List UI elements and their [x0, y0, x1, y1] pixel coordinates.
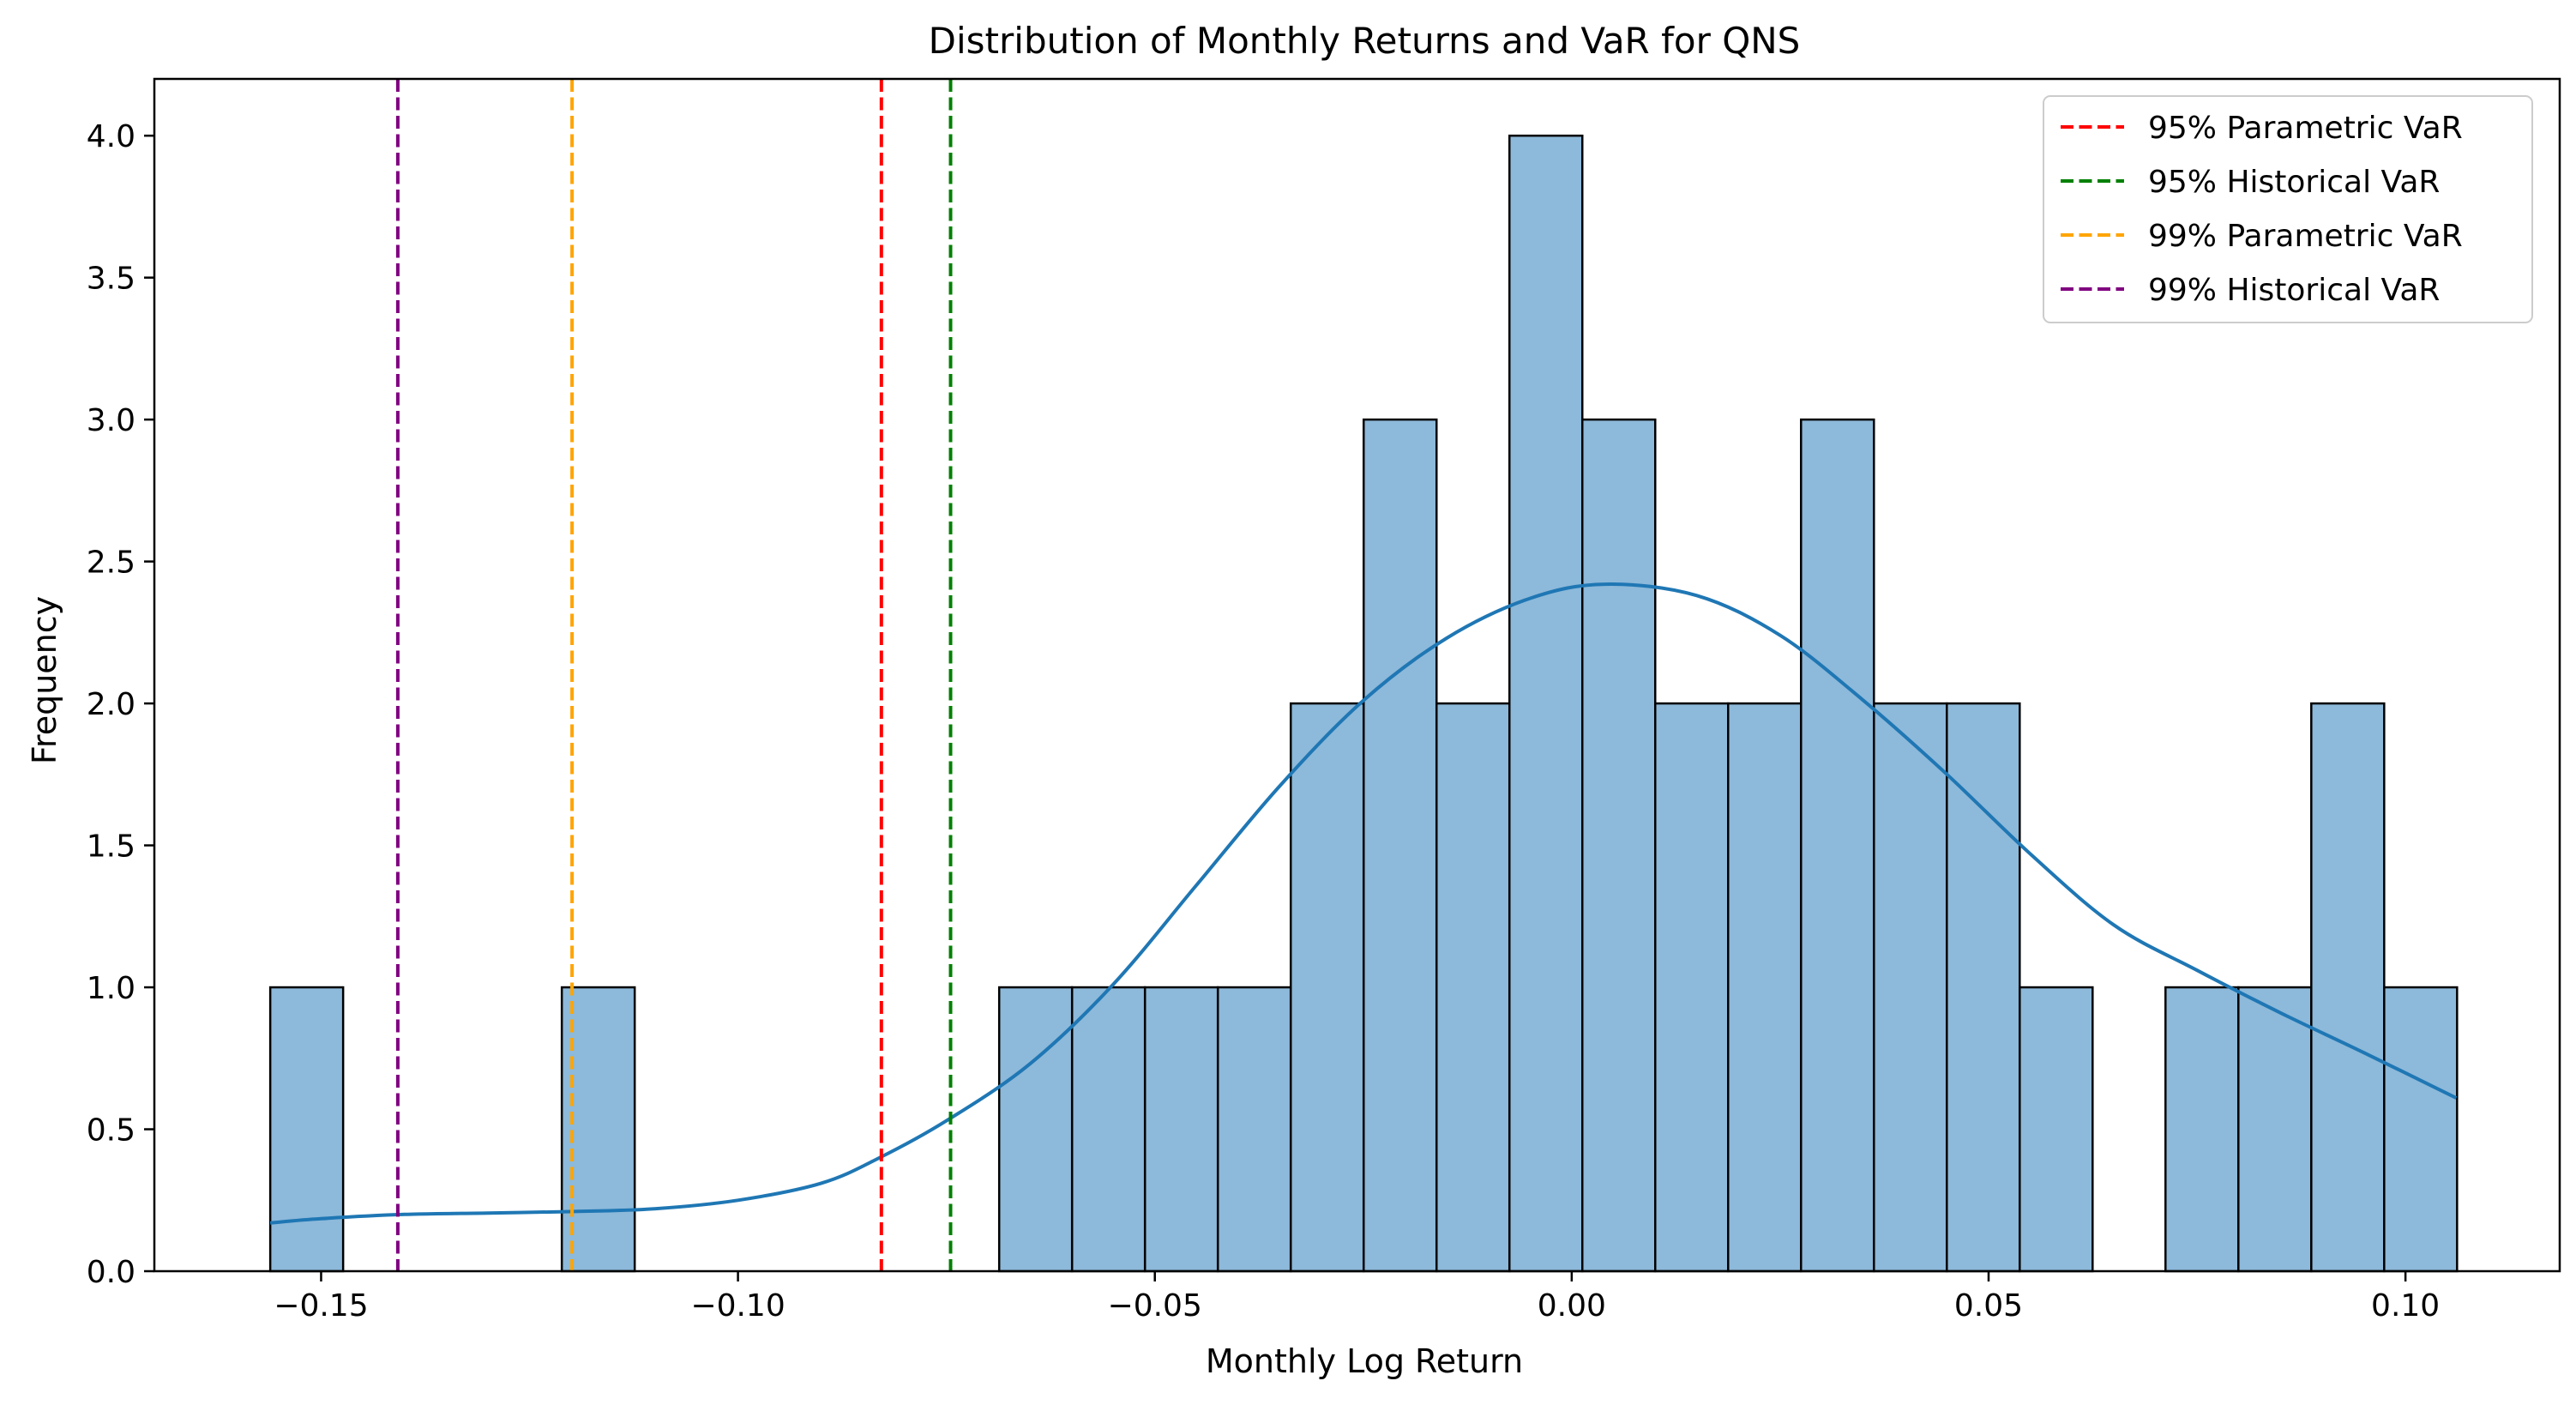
histogram-bar	[1946, 702, 2021, 1273]
var-lines	[395, 79, 953, 1271]
x-axis-label: Monthly Log Return	[1206, 1342, 1523, 1380]
kde-curve-group	[269, 582, 2458, 1225]
histogram-bar	[2237, 986, 2313, 1273]
histogram-bar	[1070, 986, 1147, 1273]
y-tick-label: 3.5	[87, 262, 135, 297]
histogram-bar	[997, 986, 1074, 1273]
histogram-bar	[268, 986, 345, 1273]
legend-label: 95% Historical VaR	[2148, 165, 2440, 200]
legend-box	[2043, 95, 2533, 323]
y-tick-label: 2.5	[87, 546, 135, 581]
axes-frame	[153, 77, 2561, 1273]
x-tick-label: 0.00	[1538, 1288, 1606, 1324]
y-tick-label: 0.0	[87, 1255, 135, 1290]
histogram-bar	[1362, 418, 1438, 1273]
histogram-bar	[2310, 702, 2386, 1273]
histogram-bar	[1289, 702, 1365, 1273]
y-tick-label: 3.0	[87, 403, 135, 438]
x-tick-label: −0.05	[1108, 1288, 1202, 1324]
x-tick-label: 0.10	[2371, 1288, 2440, 1324]
kde-curve	[269, 582, 2458, 1225]
x-tick-label: −0.15	[274, 1288, 368, 1324]
legend: 95% Parametric VaR 95% Historical VaR 99% …	[2043, 95, 2533, 323]
histogram-bar	[560, 986, 636, 1273]
chart-title: Distribution of Monthly Returns and VaR …	[929, 20, 1801, 62]
y-tick-label: 1.0	[87, 971, 135, 1006]
x-tick-label: −0.10	[690, 1288, 785, 1324]
histogram-bar	[1727, 702, 1803, 1273]
histogram-bars	[268, 134, 2459, 1273]
y-tick-label: 1.5	[87, 829, 135, 865]
histogram-bar	[1508, 134, 1584, 1273]
y-tick-label: 4.0	[87, 119, 135, 154]
legend-label: 99% Parametric VaR	[2148, 219, 2463, 254]
x-tick-label: 0.05	[1954, 1288, 2023, 1324]
histogram-bar	[1216, 986, 1292, 1273]
y-axis-label: Frequency	[26, 596, 63, 764]
histogram-bar	[1143, 986, 1219, 1273]
histogram-bar	[2164, 986, 2240, 1273]
y-tick-label: 0.5	[87, 1113, 135, 1149]
legend-label: 99% Historical VaR	[2148, 273, 2440, 308]
y-axis: 0.0 0.5 1.0 1.5 2.0 2.5 3.0 3.5 4.0	[87, 119, 154, 1290]
x-axis: −0.15 −0.10 −0.05 0.00 0.05 0.10	[274, 1271, 2440, 1324]
plot-area	[153, 77, 2561, 1273]
histogram-bar	[2019, 986, 2094, 1273]
histogram-bar	[2383, 986, 2459, 1273]
histogram-bar	[1580, 418, 1657, 1273]
histogram-bar	[1435, 702, 1511, 1273]
y-tick-label: 2.0	[87, 687, 135, 722]
legend-label: 95% Parametric VaR	[2148, 111, 2463, 146]
histogram-bar	[1800, 418, 1875, 1273]
histogram-bar	[1873, 702, 1948, 1273]
histogram-bar	[1654, 702, 1730, 1273]
